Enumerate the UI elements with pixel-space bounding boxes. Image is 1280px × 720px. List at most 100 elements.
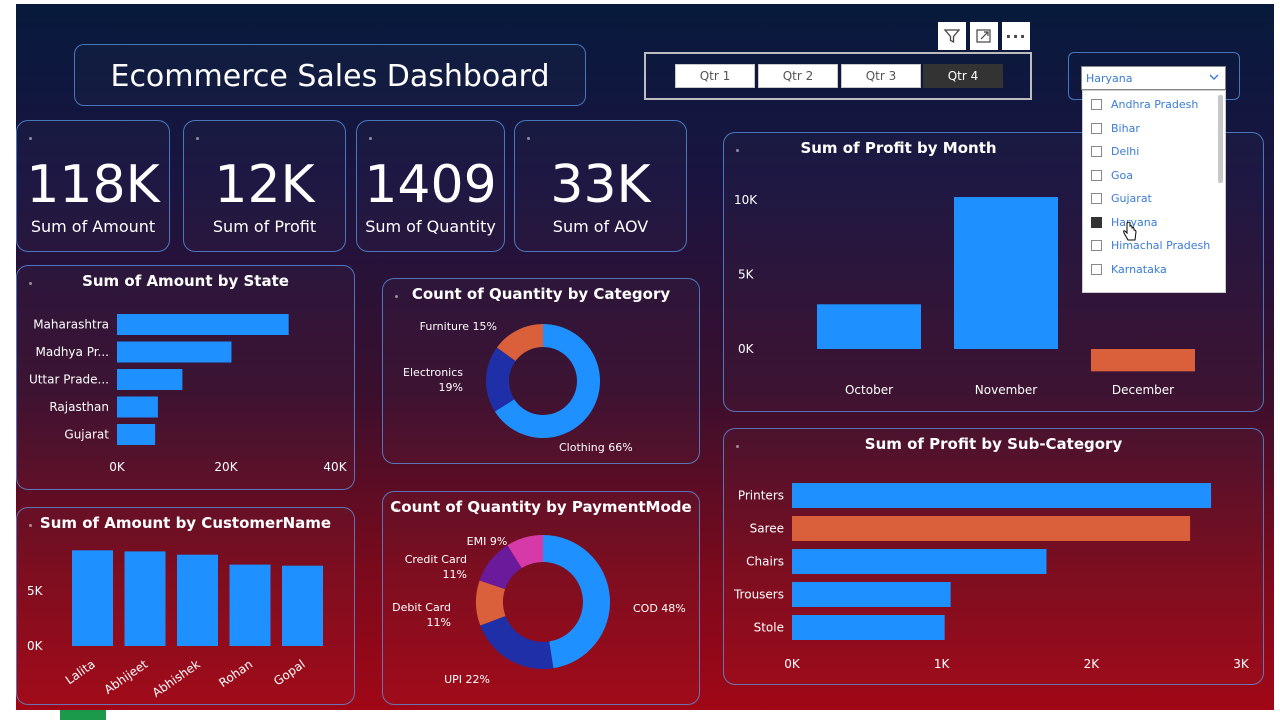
quarter-slicer[interactable] bbox=[644, 52, 1032, 100]
y-tick-label: 0K bbox=[27, 639, 44, 653]
bar bbox=[124, 551, 166, 646]
donut-slice bbox=[476, 580, 506, 626]
checkbox-icon[interactable] bbox=[1091, 239, 1102, 251]
chart-title: Sum of Amount by CustomerName bbox=[39, 514, 332, 532]
chart-card-amount-by-state[interactable]: Sum of Amount by State Maharashtra Madhya… bbox=[16, 265, 355, 490]
state-dropdown-value: Haryana bbox=[1086, 72, 1133, 85]
x-tick-label: 3K bbox=[1233, 657, 1250, 671]
chart-card-profit-by-subcategory[interactable]: Sum of Profit by Sub-Category Printers Sa… bbox=[723, 428, 1264, 685]
slicer-qtr-4[interactable]: Qtr 4 bbox=[923, 64, 1003, 88]
slice-label: Furniture 15% bbox=[420, 320, 497, 333]
bar bbox=[117, 314, 289, 335]
donut-slice bbox=[486, 347, 516, 412]
chart-card-quantity-by-paymentmode[interactable]: Count of Quantity by PaymentMode COD 48%… bbox=[382, 491, 700, 705]
x-tick-label: 1K bbox=[934, 657, 951, 671]
kpi-value: 12K bbox=[214, 155, 315, 215]
mouse-cursor-icon bbox=[1122, 221, 1138, 246]
chevron-down-icon bbox=[1207, 69, 1221, 88]
x-tick-label: 0K bbox=[784, 657, 801, 671]
category-label: October bbox=[845, 383, 893, 397]
category-label: Trousers bbox=[733, 588, 784, 602]
checkbox-icon[interactable] bbox=[1091, 263, 1102, 275]
visual-header: ··· bbox=[938, 22, 1034, 50]
kpi-card-amount[interactable]: 118K Sum of Amount bbox=[16, 120, 170, 252]
chart-title: Count of Quantity by Category bbox=[411, 285, 671, 303]
category-label: December bbox=[1112, 383, 1174, 397]
chart-card-amount-by-customer[interactable]: Sum of Amount by CustomerName 5K 0K Lalita… bbox=[16, 507, 355, 705]
bar bbox=[792, 483, 1212, 508]
category-label: Printers bbox=[738, 489, 784, 503]
slice-label: 11% bbox=[443, 568, 467, 581]
chart-title: Sum of Profit by Sub-Category bbox=[864, 435, 1123, 453]
checkbox-icon[interactable] bbox=[1091, 192, 1102, 204]
state-option[interactable]: Himachal Pradesh bbox=[1091, 235, 1210, 255]
state-option-selected[interactable]: Haryana bbox=[1091, 212, 1158, 232]
state-option[interactable]: Andhra Pradesh bbox=[1091, 94, 1198, 114]
more-options-icon[interactable]: ··· bbox=[1002, 22, 1030, 50]
state-option[interactable]: Bihar bbox=[1091, 118, 1140, 138]
checkbox-icon[interactable] bbox=[1091, 169, 1102, 181]
donut-slice bbox=[494, 324, 600, 438]
category-label: Chairs bbox=[746, 555, 784, 569]
bar bbox=[792, 615, 945, 640]
chart-card-quantity-by-category[interactable]: Count of Quantity by Category Clothing 6… bbox=[382, 278, 700, 464]
amount-by-customer-chart: 5K 0K Lalita Abhijeet Abhishek Rohan Gopal bbox=[27, 550, 323, 700]
x-tick-label: 40K bbox=[323, 460, 347, 474]
bar bbox=[792, 549, 1047, 574]
donut-slice bbox=[496, 324, 543, 362]
slicer-qtr-1[interactable]: Qtr 1 bbox=[675, 64, 755, 88]
category-label: Abhishek bbox=[150, 657, 203, 700]
kpi-card-aov[interactable]: 33K Sum of AOV bbox=[514, 120, 687, 252]
slice-label: UPI 22% bbox=[444, 673, 490, 686]
category-label: Maharashtra bbox=[33, 318, 109, 332]
category-label: Stole bbox=[754, 621, 784, 635]
chart-title: Count of Quantity by PaymentMode bbox=[390, 498, 692, 516]
category-label: Lalita bbox=[63, 657, 98, 687]
category-label: November bbox=[975, 383, 1037, 397]
filter-icon[interactable] bbox=[938, 22, 966, 50]
state-option[interactable]: Delhi bbox=[1091, 141, 1139, 161]
bar bbox=[792, 516, 1191, 541]
state-dropdown-list[interactable]: Andhra Pradesh Bihar Delhi Goa Gujarat H… bbox=[1082, 90, 1226, 293]
chart-card-profit-by-month[interactable]: Sum of Profit by Month 10K 5K 0K October Nov… bbox=[723, 132, 1264, 412]
x-tick-label: 20K bbox=[214, 460, 238, 474]
profit-by-subcategory-chart: Printers Saree Chairs Trousers Stole 0K 1K 2K 3K bbox=[733, 483, 1250, 671]
donut-slice bbox=[507, 535, 543, 569]
page-title: Ecommerce Sales Dashboard bbox=[110, 59, 550, 94]
kpi-card-quantity[interactable]: 1409 Sum of Quantity bbox=[356, 120, 505, 252]
state-option[interactable]: Gujarat bbox=[1091, 188, 1152, 208]
state-option[interactable]: Karnataka bbox=[1091, 259, 1167, 279]
slice-label: 11% bbox=[427, 616, 451, 629]
y-tick-label: 5K bbox=[738, 268, 755, 282]
bar bbox=[229, 564, 271, 646]
bar bbox=[72, 550, 113, 646]
donut-slice bbox=[479, 545, 522, 590]
chart-title: Sum of Profit by Month bbox=[800, 139, 997, 157]
donut-slice bbox=[480, 616, 554, 669]
category-label: Abhijeet bbox=[102, 657, 151, 697]
bar bbox=[177, 554, 218, 646]
checkbox-icon[interactable] bbox=[1091, 145, 1102, 157]
kpi-label: Sum of Amount bbox=[30, 217, 156, 236]
state-option[interactable]: Goa bbox=[1091, 165, 1133, 185]
title-card: Ecommerce Sales Dashboard bbox=[74, 44, 586, 106]
category-label: Uttar Prade... bbox=[29, 373, 109, 387]
slicer-qtr-2[interactable]: Qtr 2 bbox=[758, 64, 838, 88]
y-tick-label: 10K bbox=[734, 193, 758, 207]
kpi-label: Sum of Profit bbox=[212, 217, 317, 236]
state-dropdown[interactable]: Haryana bbox=[1081, 66, 1226, 90]
slicer-qtr-3[interactable]: Qtr 3 bbox=[841, 64, 921, 88]
scrollbar[interactable] bbox=[1218, 95, 1223, 183]
checkbox-icon[interactable] bbox=[1091, 122, 1102, 134]
focus-mode-icon[interactable] bbox=[970, 22, 998, 50]
slice-label: Credit Card bbox=[405, 553, 467, 566]
category-label: Gopal bbox=[271, 657, 308, 689]
checkbox-checked-icon[interactable] bbox=[1091, 216, 1102, 228]
category-label: Rajasthan bbox=[49, 400, 109, 414]
checkbox-icon[interactable] bbox=[1091, 98, 1102, 110]
amount-by-state-chart: Maharashtra Madhya Pr... Uttar Prade... Raj… bbox=[29, 314, 348, 474]
kpi-card-profit[interactable]: 12K Sum of Profit bbox=[183, 120, 346, 252]
bar bbox=[792, 582, 951, 607]
chart-title: Sum of Amount by State bbox=[82, 272, 289, 290]
bar bbox=[282, 565, 323, 646]
